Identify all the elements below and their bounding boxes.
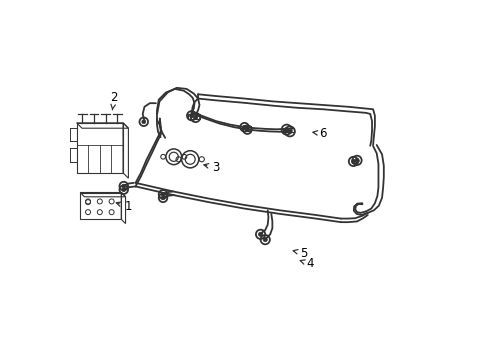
Text: 1: 1	[116, 200, 132, 213]
Circle shape	[287, 129, 291, 134]
Text: 4: 4	[300, 257, 314, 270]
Circle shape	[242, 125, 246, 129]
Text: 6: 6	[312, 127, 326, 140]
Text: 2: 2	[110, 91, 118, 110]
Circle shape	[351, 159, 355, 163]
Circle shape	[263, 238, 267, 242]
Circle shape	[245, 128, 249, 131]
Circle shape	[122, 184, 125, 188]
Circle shape	[161, 192, 164, 196]
Circle shape	[354, 158, 358, 162]
Circle shape	[193, 116, 197, 120]
Circle shape	[258, 232, 262, 237]
Circle shape	[122, 188, 125, 192]
Circle shape	[161, 196, 164, 200]
Circle shape	[142, 120, 145, 124]
Circle shape	[284, 127, 288, 132]
Text: 5: 5	[293, 247, 306, 260]
Circle shape	[189, 114, 193, 118]
Text: 3: 3	[203, 161, 219, 174]
